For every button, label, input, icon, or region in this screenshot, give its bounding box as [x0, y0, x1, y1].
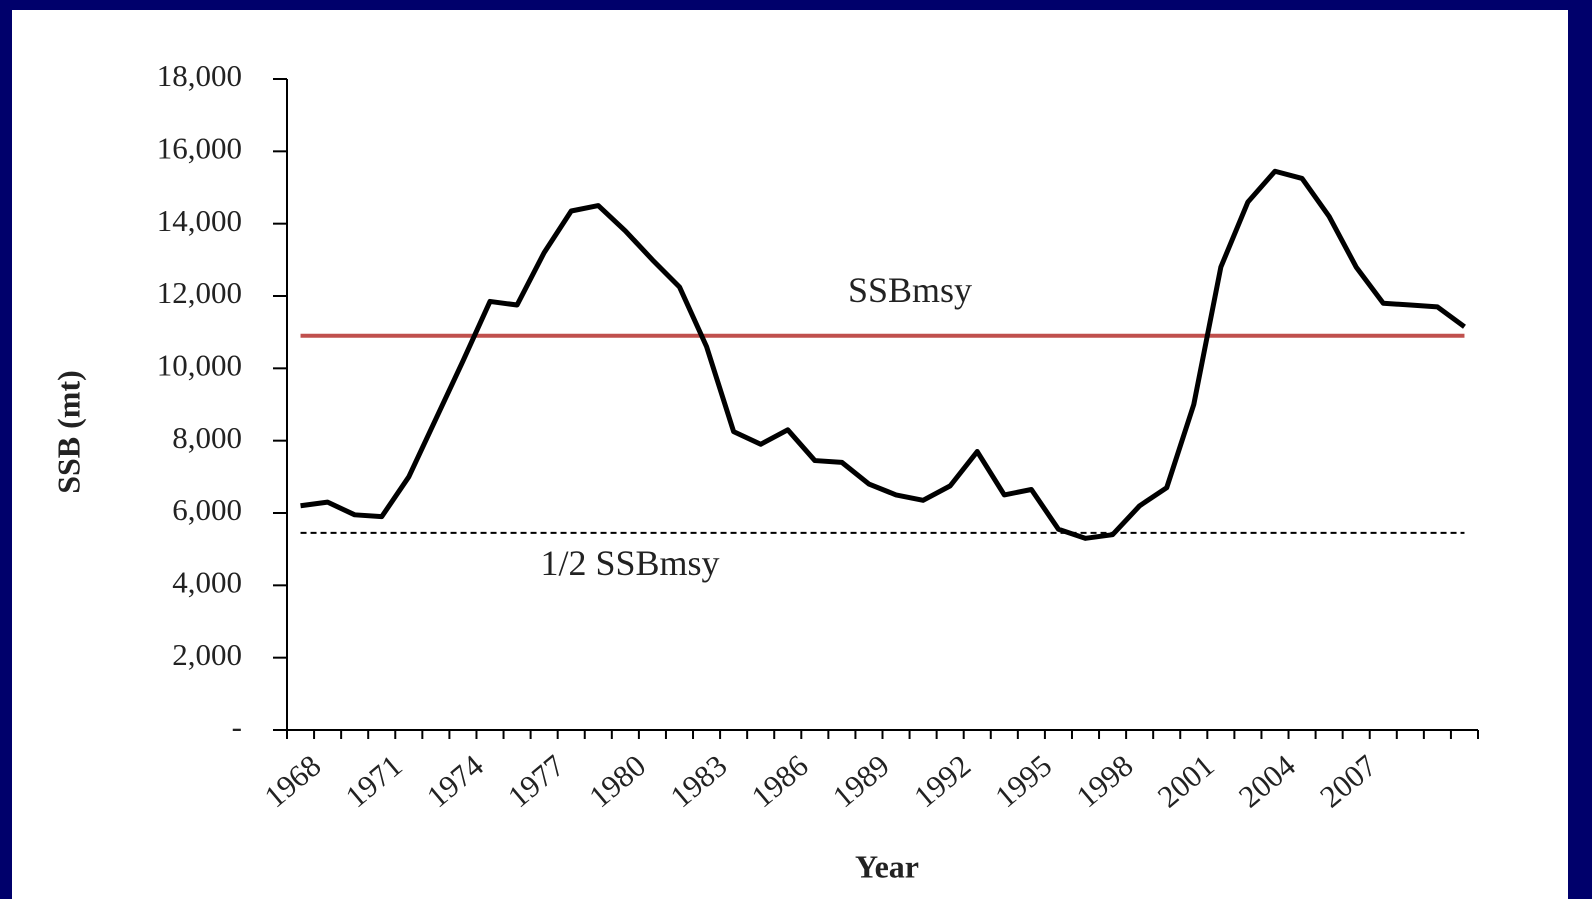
- x-tick-label: 1998: [1069, 748, 1139, 815]
- x-tick-label: 1983: [663, 748, 733, 815]
- x-tick-label: 1992: [907, 748, 977, 815]
- y-tick-label: 4,000: [172, 564, 242, 599]
- x-tick-label: 2004: [1232, 747, 1302, 814]
- reference-label: 1/2 SSBmsy: [540, 543, 719, 583]
- x-tick-label: 1977: [501, 748, 571, 815]
- y-tick-label: -: [232, 709, 242, 744]
- x-tick-label: 2007: [1313, 748, 1383, 815]
- y-tick-label: 18,000: [157, 58, 242, 93]
- y-tick-label: 10,000: [157, 347, 242, 382]
- y-axis-title: SSB (mt): [50, 370, 86, 494]
- y-tick-label: 16,000: [157, 130, 242, 165]
- x-tick-label: 1986: [745, 748, 815, 815]
- x-tick-label: 1989: [826, 748, 896, 815]
- x-tick-label: 1971: [339, 748, 409, 815]
- data-line: [300, 168, 1466, 541]
- panel: [12, 10, 1568, 899]
- y-tick-label: 12,000: [157, 275, 242, 310]
- y-tick-label: 14,000: [157, 203, 242, 238]
- y-tick-label: 6,000: [172, 492, 242, 527]
- y-tick-label: 8,000: [172, 420, 242, 455]
- reference-label: SSBmsy: [848, 270, 972, 310]
- x-tick-label: 1995: [988, 748, 1058, 815]
- x-tick-label: 1968: [257, 748, 327, 815]
- x-tick-label: 2001: [1151, 748, 1221, 815]
- x-tick-label: 1974: [420, 747, 490, 814]
- y-tick-label: 2,000: [172, 637, 242, 672]
- x-axis-title: Year: [855, 848, 919, 884]
- x-tick-label: 1980: [582, 748, 652, 815]
